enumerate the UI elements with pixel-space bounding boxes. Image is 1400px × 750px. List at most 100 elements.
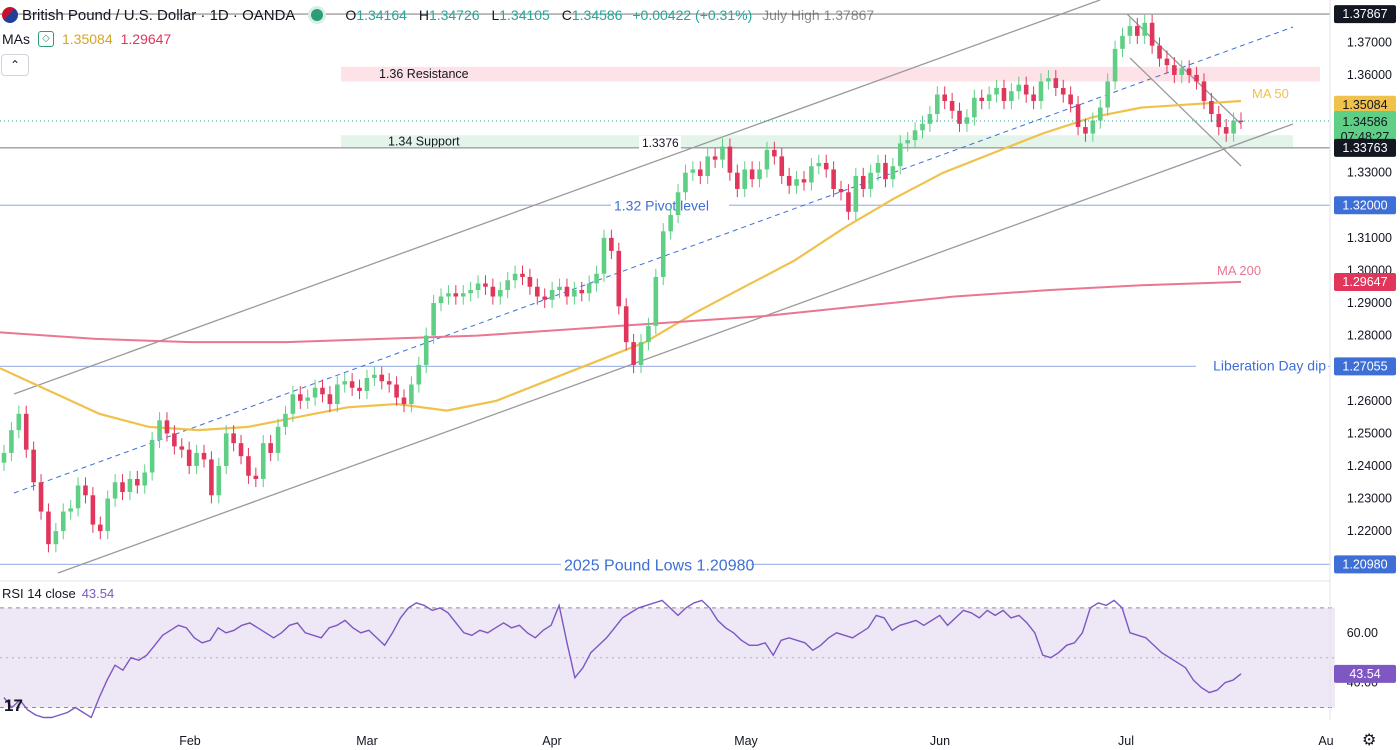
- candle-body-146: [1083, 127, 1088, 134]
- y-tick-7: 1.29000: [1347, 296, 1392, 310]
- candle-body-86: [639, 342, 644, 365]
- tradingview-logo: 17: [4, 696, 23, 715]
- candle-body-53: [394, 384, 399, 397]
- candle-body-45: [335, 384, 340, 404]
- candle-body-9: [68, 508, 73, 511]
- candle-body-139: [1031, 94, 1036, 101]
- candle-body-34: [254, 476, 259, 479]
- candle-body-6: [46, 512, 51, 545]
- candle-body-111: [824, 163, 829, 170]
- candle-body-69: [513, 274, 518, 281]
- candle-body-97: [720, 147, 725, 160]
- x-tick-5: Jun: [930, 734, 950, 748]
- candle-body-88: [654, 277, 659, 326]
- candle-body-89: [661, 231, 666, 277]
- candle-body-4: [31, 450, 36, 483]
- candle-body-59: [439, 297, 444, 304]
- candle-body-98: [728, 147, 733, 173]
- candle-body-103: [765, 150, 770, 170]
- candle-body-136: [1009, 91, 1014, 101]
- candle-body-127: [942, 94, 947, 101]
- candle-body-135: [1002, 88, 1007, 101]
- tag-july-high: 1.37867: [1342, 7, 1387, 21]
- candle-body-18: [135, 479, 140, 486]
- candle-body-91: [676, 192, 681, 215]
- y-tick-13: 1.22000: [1347, 524, 1392, 538]
- candle-body-153: [1135, 26, 1140, 36]
- y-tick-10: 1.25000: [1347, 426, 1392, 440]
- candle-body-147: [1091, 121, 1096, 134]
- candle-body-132: [979, 98, 984, 101]
- candle-body-17: [128, 479, 133, 492]
- candle-body-94: [698, 169, 703, 176]
- candle-body-15: [113, 482, 118, 498]
- candle-body-149: [1105, 81, 1110, 107]
- candle-body-55: [409, 384, 414, 404]
- x-tick-4: May: [734, 734, 758, 748]
- candle-body-66: [491, 287, 496, 297]
- candle-body-62: [461, 293, 466, 296]
- candle-body-160: [1187, 68, 1192, 75]
- candle-body-68: [505, 280, 510, 290]
- candle-body-161: [1194, 75, 1199, 82]
- candle-body-21: [157, 420, 162, 440]
- visibility-icon[interactable]: [311, 9, 323, 21]
- candle-body-56: [417, 365, 422, 385]
- candle-body-25: [187, 450, 192, 466]
- candle-body-33: [246, 456, 251, 476]
- candle-body-157: [1165, 59, 1170, 66]
- tag-support: 1.33763: [1342, 141, 1387, 155]
- candle-body-150: [1113, 49, 1118, 82]
- y-tick-5: 1.31000: [1347, 231, 1392, 245]
- indicator-settings-icon[interactable]: ◇: [38, 31, 54, 47]
- candle-body-110: [816, 163, 821, 166]
- candles-layer: [2, 15, 1244, 553]
- y-tick-9: 1.26000: [1347, 394, 1392, 408]
- candle-body-74: [550, 290, 555, 300]
- symbol-title[interactable]: British Pound / U.S. Dollar · 1D · OANDA: [22, 7, 295, 24]
- candle-body-140: [1039, 81, 1044, 101]
- candle-body-77: [572, 290, 577, 297]
- candle-body-156: [1157, 46, 1162, 59]
- candle-body-126: [935, 94, 940, 114]
- candle-body-118: [876, 163, 881, 173]
- candle-body-122: [905, 140, 910, 143]
- x-tick-1: Feb: [179, 734, 201, 748]
- candle-body-144: [1068, 94, 1073, 104]
- candle-body-115: [854, 176, 859, 212]
- candle-body-142: [1054, 78, 1059, 88]
- candle-body-13: [98, 525, 103, 532]
- mas-label[interactable]: MAs: [2, 31, 30, 47]
- close-value: 1.34586: [572, 7, 623, 23]
- x-tick-6: Jul: [1118, 734, 1134, 748]
- candle-body-154: [1142, 23, 1147, 36]
- candle-body-121: [898, 143, 903, 166]
- candle-body-113: [839, 189, 844, 192]
- candle-body-0: [2, 453, 7, 463]
- candle-body-31: [231, 433, 236, 443]
- level-label-1: 1.32 Pivot level: [614, 197, 709, 213]
- rsi-title[interactable]: RSI 14 close: [2, 586, 76, 601]
- candle-body-47: [350, 381, 355, 388]
- candle-body-151: [1120, 36, 1125, 49]
- candle-body-133: [987, 94, 992, 101]
- tag-pivot: 1.32000: [1342, 198, 1387, 212]
- candle-body-138: [1024, 85, 1029, 95]
- candle-body-29: [217, 466, 222, 495]
- tag-last: 1.34586: [1342, 115, 1387, 129]
- candle-body-108: [802, 179, 807, 182]
- collapse-legend-button[interactable]: ⌃: [1, 54, 29, 76]
- channel-upper: [14, 0, 1100, 394]
- open-value: 1.34164: [356, 7, 407, 23]
- candle-body-85: [631, 342, 636, 365]
- level-label-4: 1.3376: [642, 136, 679, 150]
- candle-body-84: [624, 306, 629, 342]
- gear-icon[interactable]: ⚙: [1362, 730, 1376, 750]
- candle-body-1: [9, 430, 14, 453]
- candle-body-81: [602, 238, 607, 274]
- candle-body-20: [150, 440, 155, 473]
- candle-body-105: [779, 156, 784, 176]
- candle-body-152: [1128, 26, 1133, 36]
- candle-body-80: [594, 274, 599, 284]
